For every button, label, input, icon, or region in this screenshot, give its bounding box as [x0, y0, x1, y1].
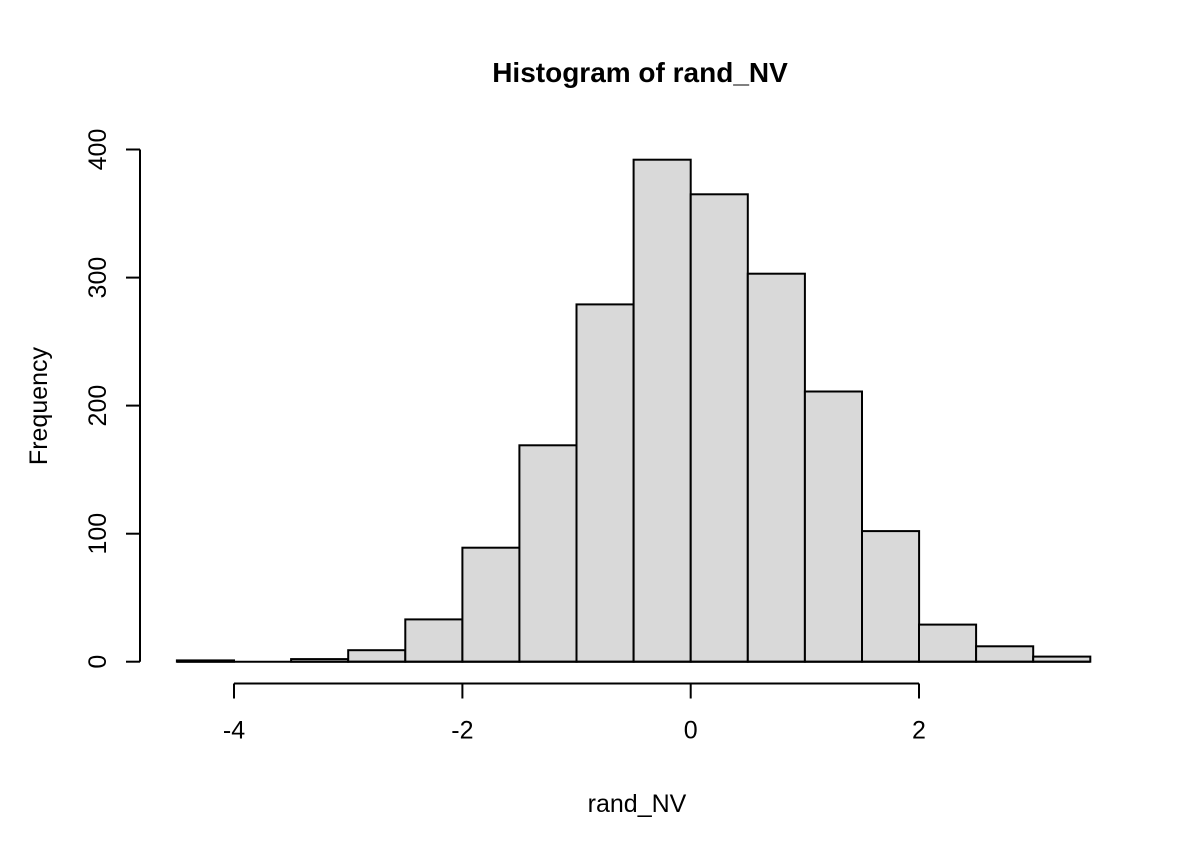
- histogram-bar: [347, 649, 407, 663]
- y-tick-label: 0: [84, 655, 112, 669]
- histogram-bar: [461, 546, 521, 663]
- histogram-bar: [918, 623, 978, 663]
- y-tick-label: 400: [84, 129, 112, 171]
- x-tick-label: 2: [912, 717, 926, 745]
- bars-group: [175, 158, 1092, 663]
- x-tick-label: -4: [223, 717, 245, 745]
- y-tick-label: 200: [84, 385, 112, 427]
- histogram-bar: [632, 158, 692, 663]
- x-tick-label: -2: [451, 717, 473, 745]
- y-tick-label: 300: [84, 257, 112, 299]
- y-axis-title: Frequency: [25, 346, 53, 465]
- histogram-bar: [746, 272, 806, 663]
- histogram-bar: [803, 390, 864, 663]
- histogram-bar: [861, 530, 921, 663]
- chart-title: Histogram of rand_NV: [492, 57, 788, 88]
- histogram-bar: [518, 444, 578, 663]
- y-tick-label: 100: [84, 513, 112, 555]
- histogram-bar: [975, 645, 1035, 663]
- histogram-bar: [404, 618, 464, 663]
- x-axis-title: rand_NV: [588, 790, 687, 818]
- x-axis-group: -4 -2 0 2: [223, 682, 926, 745]
- histogram-bar: [689, 193, 749, 663]
- x-tick-label: 0: [684, 717, 698, 745]
- y-axis-group: 0 100 200 300 400: [84, 129, 141, 669]
- histogram-bar: [575, 303, 635, 663]
